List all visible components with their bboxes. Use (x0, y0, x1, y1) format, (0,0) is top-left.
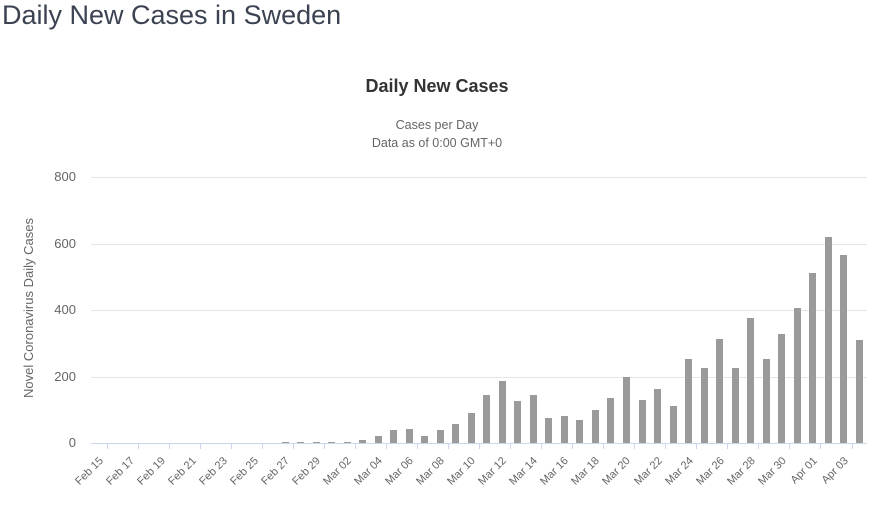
y-tick-label: 200 (54, 369, 76, 384)
grid-line (91, 377, 867, 378)
bar[interactable] (374, 436, 382, 443)
grid-line (91, 310, 867, 311)
page: { "page": { "title": "Daily New Cases in… (0, 0, 874, 499)
bar[interactable] (654, 389, 661, 443)
bar[interactable] (483, 395, 491, 443)
bar[interactable] (638, 400, 646, 443)
bar[interactable] (312, 442, 320, 443)
bar[interactable] (747, 318, 755, 443)
x-axis-tick (354, 444, 356, 449)
chart-title: Daily New Cases (365, 76, 509, 96)
x-axis-line (91, 443, 867, 444)
bar[interactable] (359, 440, 367, 443)
bar[interactable] (778, 334, 786, 443)
chart-subtitle-line1: Cases per Day (395, 118, 479, 132)
bar[interactable] (855, 340, 863, 443)
y-tick-label: 800 (54, 169, 76, 184)
y-tick-label: 400 (54, 302, 76, 317)
bar[interactable] (731, 368, 739, 443)
bar[interactable] (576, 420, 584, 443)
bar[interactable] (622, 377, 630, 443)
page-title: Daily New Cases in Sweden (2, 0, 342, 30)
chart-subtitle-line2: Data as of 0:00 GMT+0 (371, 136, 503, 150)
bar[interactable] (560, 416, 568, 443)
bar[interactable] (390, 430, 398, 443)
bar[interactable] (529, 395, 537, 443)
x-axis-tick (385, 444, 387, 449)
bar[interactable] (405, 429, 413, 443)
bar[interactable] (281, 442, 289, 443)
x-axis-tick (541, 444, 543, 449)
daily-new-cases-chart: Daily New Cases Cases per Day Data as of… (0, 56, 874, 499)
bar[interactable] (793, 308, 801, 443)
x-axis-tick (230, 444, 232, 449)
x-axis-tick (603, 444, 605, 449)
y-tick-label: 0 (68, 435, 76, 450)
bar[interactable] (421, 436, 429, 443)
bar[interactable] (467, 413, 475, 443)
x-axis-tick (758, 444, 760, 449)
bar[interactable] (716, 339, 724, 443)
y-tick-label: 600 (54, 236, 76, 251)
bar[interactable] (514, 401, 522, 443)
x-axis-tick (416, 444, 418, 449)
x-axis-tick (789, 444, 791, 449)
bar[interactable] (824, 237, 832, 443)
x-axis-tick (665, 444, 667, 449)
x-axis-tick (851, 444, 853, 449)
bar[interactable] (498, 381, 506, 443)
bar[interactable] (607, 398, 615, 443)
grid-line (91, 244, 867, 245)
chart-subtitle: Cases per Day Data as of 0:00 GMT+0 (0, 116, 874, 152)
bar[interactable] (328, 442, 336, 443)
bar[interactable] (809, 273, 817, 443)
bar[interactable] (297, 442, 304, 443)
bar[interactable] (700, 368, 708, 443)
bar[interactable] (436, 430, 444, 443)
x-axis-tick (696, 444, 698, 449)
x-axis-tick (448, 444, 449, 449)
x-axis-tick (261, 444, 263, 449)
bar[interactable] (685, 359, 692, 443)
bar[interactable] (669, 406, 677, 443)
x-axis-tick (634, 444, 636, 449)
x-axis-tick (168, 444, 170, 449)
x-axis-tick (820, 444, 822, 449)
x-axis-tick (323, 444, 325, 449)
x-axis-tick (292, 444, 294, 449)
x-axis-tick (137, 444, 139, 449)
bar[interactable] (762, 359, 770, 443)
x-axis-tick (199, 444, 201, 449)
bar[interactable] (545, 418, 553, 443)
x-axis-tick (510, 444, 511, 449)
bar[interactable] (452, 424, 460, 443)
grid-line (91, 177, 867, 178)
x-axis-tick (106, 444, 108, 449)
bar[interactable] (840, 255, 848, 443)
bar[interactable] (591, 410, 599, 443)
x-axis-tick (572, 444, 574, 449)
x-axis-tick (479, 444, 480, 449)
bar[interactable] (343, 442, 351, 443)
x-axis-tick (727, 444, 729, 449)
